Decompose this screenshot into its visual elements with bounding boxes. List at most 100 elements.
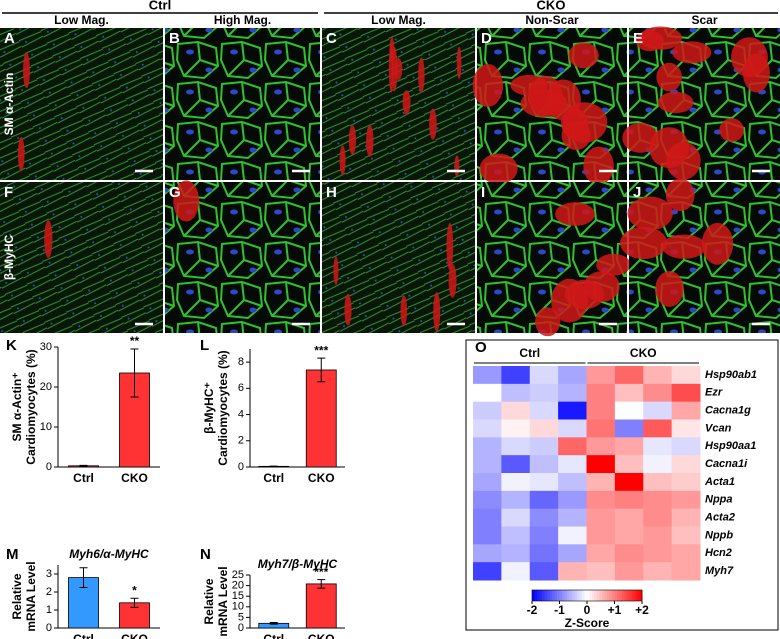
colorbar-step	[532, 590, 535, 601]
red-signal	[454, 155, 460, 177]
heatmap-cell	[671, 490, 701, 510]
y-axis-label: mRNA Level	[24, 561, 38, 631]
y-tick-label: 4	[238, 408, 244, 420]
red-signal	[657, 91, 694, 114]
heatmap-cell	[473, 401, 502, 420]
heatmap-cell	[529, 544, 559, 563]
colorbar-step	[534, 590, 538, 601]
heatmap-cell	[614, 383, 644, 403]
heatmap-cell	[473, 526, 502, 545]
heatmap-cell	[529, 366, 559, 385]
x-tick-label: CKO	[121, 632, 148, 639]
red-signal	[418, 57, 425, 93]
red-signal	[339, 145, 346, 176]
heatmap-cell	[586, 526, 616, 545]
panel-letter: E	[633, 30, 643, 47]
colorbar-step	[592, 590, 595, 601]
colorbar-step	[552, 590, 555, 601]
error-bar	[79, 567, 88, 588]
x-tick-label: Ctrl	[73, 471, 94, 485]
red-signal	[731, 37, 768, 78]
error-bar	[130, 597, 139, 608]
colorbar-step	[577, 590, 580, 601]
column-header: Low Mag.	[54, 13, 109, 27]
heatmap-cell	[614, 401, 644, 420]
heatmap-cell	[643, 508, 673, 527]
y-tick-label: 8	[238, 356, 244, 368]
heatmap-cell	[614, 419, 644, 438]
red-signal	[639, 26, 683, 50]
heatmap-cell	[671, 455, 701, 474]
colorbar-step	[612, 590, 615, 601]
red-signal	[402, 90, 411, 115]
y-axis-label: Cardiomyocytes (%)	[24, 349, 38, 464]
colorbar-step	[567, 590, 570, 601]
chart-title: Myh6/α-MyHC	[69, 547, 149, 561]
colorbar-step	[554, 590, 558, 601]
heatmap-cell	[586, 508, 616, 527]
y-tick-label: 0	[46, 622, 52, 634]
heatmap-cell	[643, 437, 673, 456]
heatmap-cell	[473, 508, 502, 527]
red-signal	[344, 293, 352, 326]
x-tick-label: CKO	[308, 632, 335, 639]
panel-frame	[465, 339, 779, 631]
red-signal	[429, 108, 437, 140]
colorbar-step	[539, 590, 543, 601]
heatmap-cell	[671, 473, 701, 492]
heatmap-cell	[558, 437, 587, 456]
row-label: Nppb	[705, 529, 733, 541]
row-label: Cacna1g	[705, 404, 751, 416]
colorbar-step	[617, 590, 620, 601]
colorbar-step	[609, 590, 613, 601]
heatmap-cell	[501, 401, 531, 420]
red-signal	[545, 79, 581, 121]
red-signal	[596, 253, 631, 276]
x-tick-label: Ctrl	[263, 471, 284, 485]
column-header: Non-Scar	[525, 13, 579, 27]
x-tick-label: CKO	[308, 471, 335, 485]
colorbar-step	[569, 590, 573, 601]
error-bar	[79, 464, 88, 467]
panel-letter: N	[200, 546, 211, 563]
significance: *	[132, 583, 137, 597]
column-header: Low Mag.	[371, 13, 426, 27]
red-signal	[583, 146, 614, 186]
group-label: Ctrl	[519, 346, 540, 360]
red-signal	[656, 62, 682, 92]
panel-letter: H	[326, 184, 337, 201]
panel-letter: B	[169, 30, 180, 47]
heatmap-cell	[501, 473, 531, 492]
red-signal	[479, 153, 518, 185]
panel-letter: J	[633, 184, 641, 201]
panel-letter: O	[475, 339, 487, 356]
heatmap-cell	[501, 455, 531, 474]
heatmap-cell	[529, 473, 559, 492]
colorbar-step	[572, 590, 575, 601]
y-tick-label: 10	[232, 601, 244, 613]
panel-letter: K	[6, 337, 17, 354]
heatmap-cell	[586, 366, 616, 385]
heatmap-cell	[473, 562, 502, 581]
colorbar-step	[634, 590, 638, 601]
y-tick-label: 0	[238, 461, 244, 473]
heatmap-cell	[643, 366, 673, 385]
panel-letter: I	[481, 184, 485, 201]
heatmap-cell	[586, 383, 616, 403]
row-label: Hsp90aa1	[705, 440, 756, 452]
heatmap-cell	[501, 437, 531, 456]
row-label: Vcan	[705, 422, 732, 434]
panel-letter: F	[4, 184, 13, 201]
heatmap-cell	[586, 562, 616, 581]
heatmap-cell	[529, 383, 559, 403]
heatmap-cell	[671, 562, 701, 581]
red-signal	[348, 125, 357, 155]
bar	[305, 583, 337, 629]
error-bar	[269, 621, 278, 625]
heatmap-cell	[558, 562, 587, 581]
colorbar-tick-label: +2	[635, 603, 649, 617]
panel-letter: L	[200, 337, 209, 354]
column-header: Scar	[691, 13, 717, 27]
colorbar-step	[589, 590, 593, 601]
